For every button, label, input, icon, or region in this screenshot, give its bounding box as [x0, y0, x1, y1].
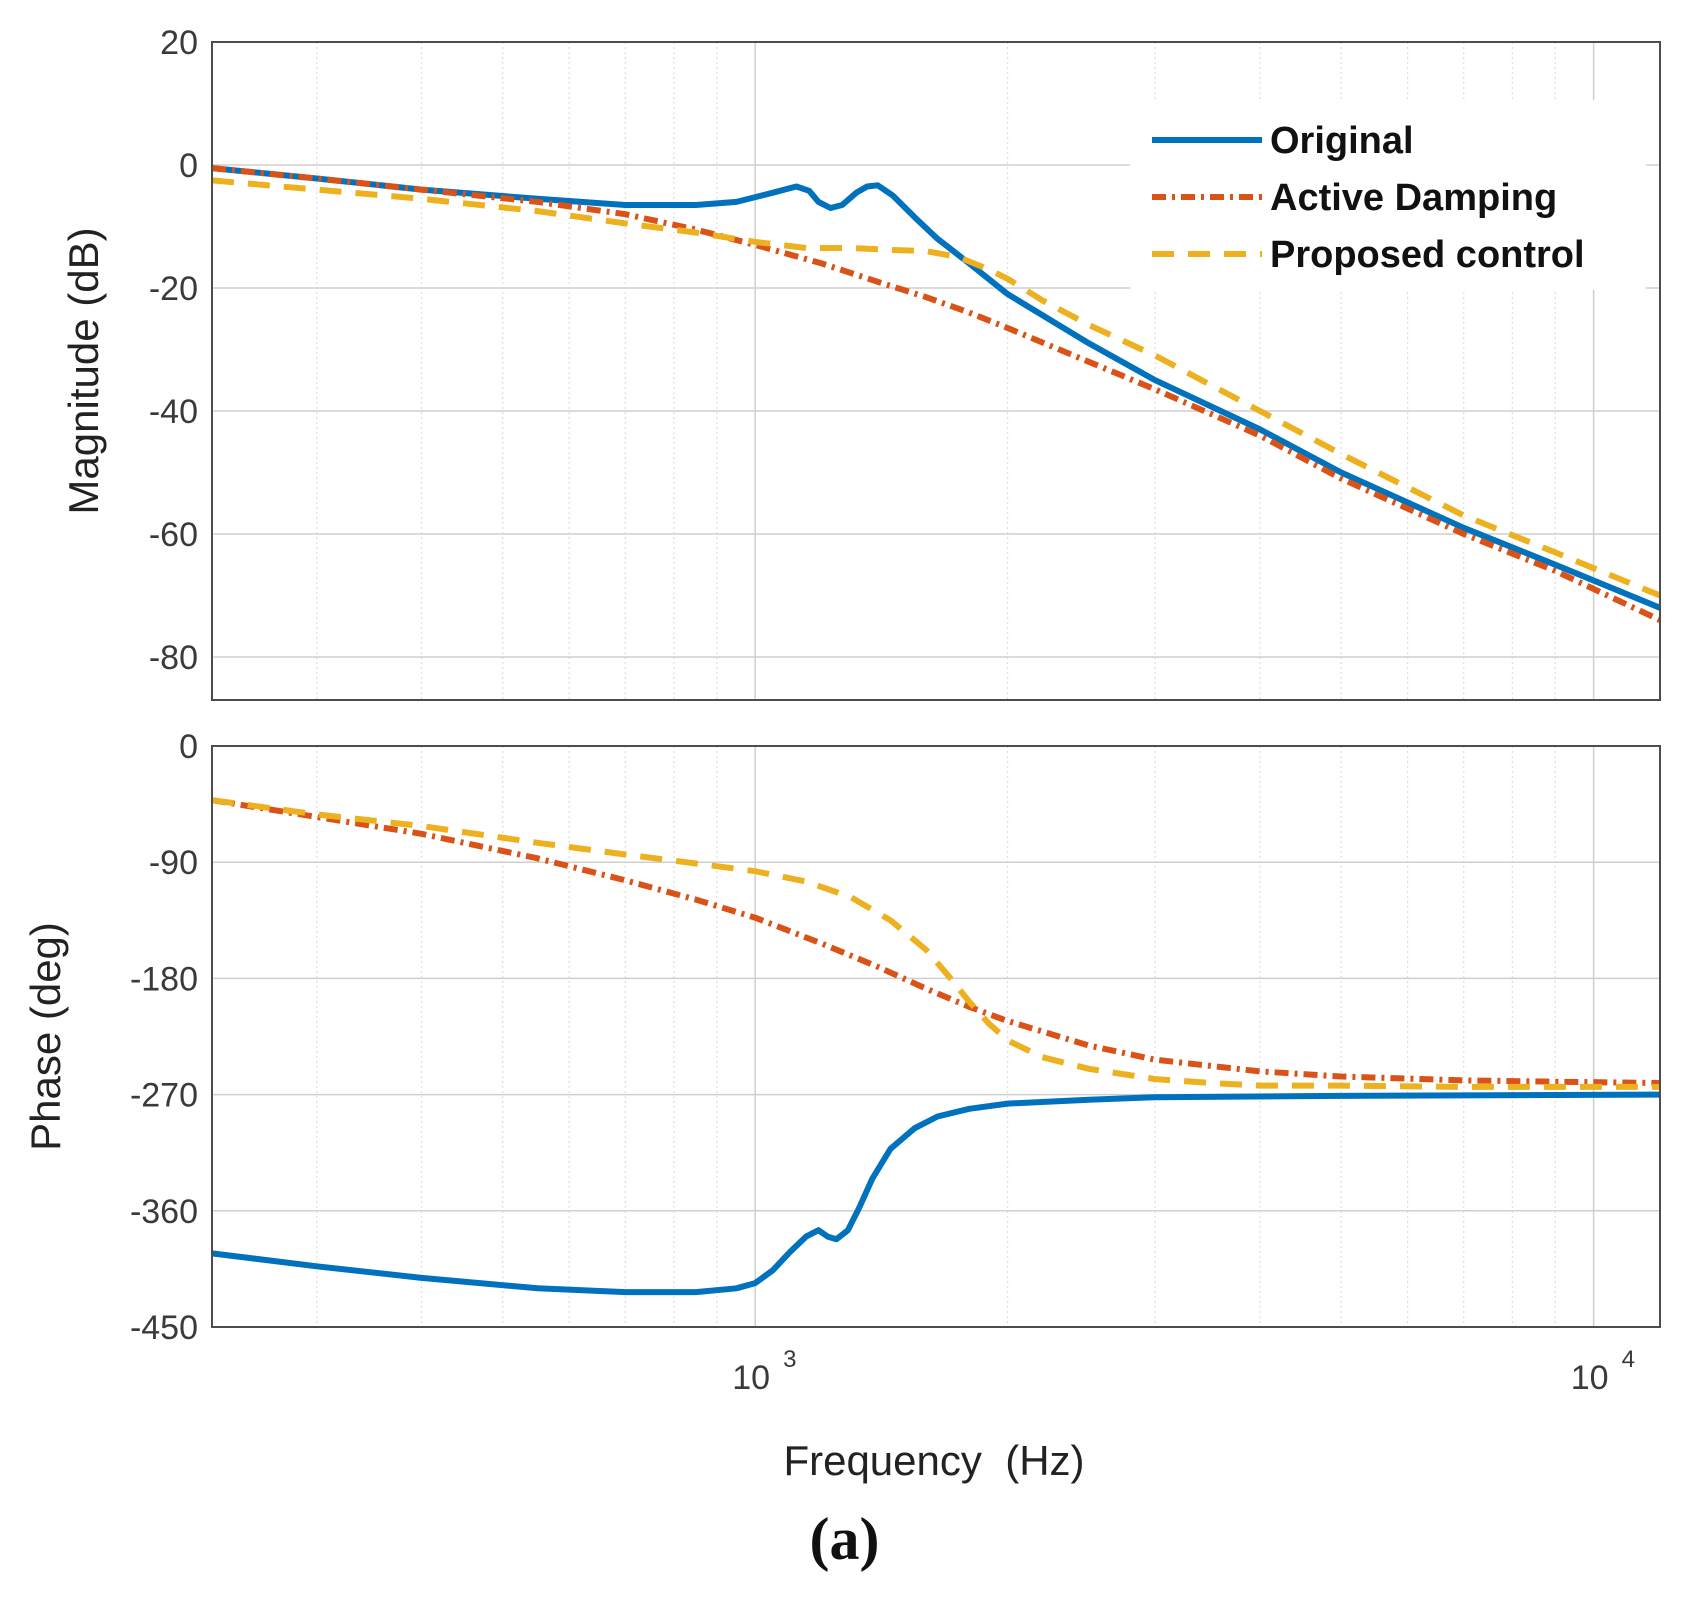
ytick-label: -270	[130, 1077, 198, 1115]
magnitude-panel: 20 0 -20 -40 -60 -80 Magnitude (dB) Original A…	[60, 24, 1662, 701]
series-line-active-damping	[211, 797, 1661, 1086]
ytick-label: -80	[149, 639, 198, 677]
phase-ytick-labels: 0 -90 -180 -270 -360 -450	[130, 728, 198, 1347]
phase-series	[211, 797, 1661, 1296]
frequency-tick-labels: 10 3 10 4	[732, 1346, 1635, 1397]
magnitude-ytick-labels: 20 0 -20 -40 -60 -80	[149, 24, 198, 677]
ytick-label: -20	[149, 270, 198, 308]
series-line-original	[211, 1091, 1661, 1296]
ytick-label: -40	[149, 393, 198, 431]
legend: Original Active Damping Proposed control	[1130, 100, 1646, 290]
legend-label: Original	[1270, 120, 1414, 162]
series-line-proposed-control	[211, 797, 1660, 1090]
legend-label: Active Damping	[1270, 177, 1557, 219]
magnitude-axes-frame	[211, 41, 1661, 701]
ytick-label: -60	[149, 516, 198, 554]
magnitude-series	[211, 165, 1662, 623]
series-line-original	[211, 165, 1662, 611]
bode-plot-figure: 20 0 -20 -40 -60 -80 Magnitude (dB) Original A…	[22, 24, 1662, 1484]
xtick-exponent: 4	[1622, 1346, 1635, 1373]
series-line-active-damping	[211, 165, 1662, 623]
magnitude-axis-label: Magnitude (dB)	[60, 227, 107, 514]
frequency-axis-label: Frequency (Hz)	[783, 1437, 1084, 1484]
ytick-label: 0	[179, 728, 198, 766]
xtick-exponent: 3	[783, 1346, 796, 1373]
phase-axes-frame	[211, 745, 1661, 1328]
phase-axis-label: Phase (deg)	[22, 922, 69, 1151]
xtick-label: 10	[1571, 1359, 1609, 1397]
ytick-label: 20	[160, 24, 198, 62]
phase-panel: 0-90-180-270-360-450 10 3 10 4 Phase (deg) …	[22, 728, 1661, 1484]
ytick-label: 0	[179, 147, 198, 185]
phase-grid	[212, 745, 1660, 1328]
legend-label: Proposed control	[1270, 234, 1585, 276]
ytick-label: -450	[130, 1309, 198, 1347]
ytick-label: -180	[130, 960, 198, 998]
xtick-label: 10	[732, 1359, 770, 1397]
ytick-label: -360	[130, 1193, 198, 1231]
series-line-proposed-control	[211, 177, 1662, 599]
ytick-label: -90	[149, 844, 198, 882]
figure-caption: (a)	[809, 1506, 880, 1572]
